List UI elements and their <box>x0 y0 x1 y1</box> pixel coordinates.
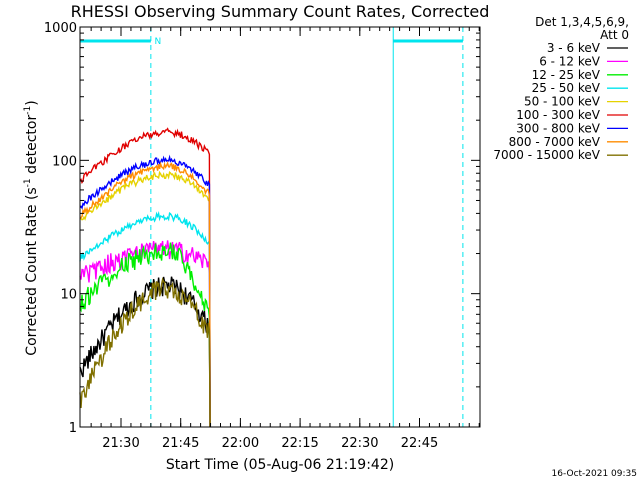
series-line-4 <box>79 170 211 428</box>
x-axis-label: Start Time (05-Aug-06 21:19:42) <box>166 457 394 473</box>
chart-title: RHESSI Observing Summary Count Rates, Co… <box>71 2 490 21</box>
legend-label: 100 - 300 keV <box>516 108 600 122</box>
y-tick-label: 10 <box>60 288 77 303</box>
plot-area: N <box>79 27 464 428</box>
x-tick-label: 22:15 <box>281 436 318 451</box>
series-line-7 <box>79 160 211 428</box>
legend-label: 3 - 6 keV <box>547 41 601 55</box>
y-axis-label: Corrected Count Rate (s-1 detector-1) <box>23 100 40 355</box>
series-line-8 <box>79 277 211 428</box>
x-tick-label: 22:00 <box>222 436 259 451</box>
legend-label: 6 - 12 keV <box>539 54 601 68</box>
x-tick-label: 21:30 <box>102 436 139 451</box>
y-tick-label: 100 <box>52 154 77 169</box>
plot-frame <box>79 26 481 428</box>
series-line-5 <box>79 127 211 428</box>
legend-header-line-1: Det 1,3,4,5,6,9, <box>535 15 629 29</box>
x-tick-label: 22:30 <box>341 436 378 451</box>
series-line-6 <box>79 154 211 428</box>
legend-label: 25 - 50 keV <box>532 81 601 95</box>
axes: 1 10 100 1000 21:30 21:45 22:00 22:15 22:30 22:45 <box>44 21 481 451</box>
series-line-1 <box>79 240 211 428</box>
footer-date: 16-Oct-2021 09:35 <box>552 469 637 479</box>
night-marker-label: N <box>154 37 161 47</box>
series-line-3 <box>79 211 211 428</box>
series-line-2 <box>79 242 211 428</box>
y-tick-label: 1 <box>69 421 77 436</box>
legend-label: 300 - 800 keV <box>516 121 600 135</box>
legend-label: 50 - 100 keV <box>524 95 601 109</box>
legend-label: 12 - 25 keV <box>532 68 601 82</box>
legend-label: 800 - 7000 keV <box>509 135 601 149</box>
x-tick-label: 22:45 <box>401 436 438 451</box>
series-line-0 <box>79 276 211 428</box>
legend-header-line-2: Att 0 <box>600 28 629 42</box>
y-tick-label: 1000 <box>44 21 77 36</box>
x-tick-label: 21:45 <box>162 436 199 451</box>
legend-label: 7000 - 15000 keV <box>493 148 600 162</box>
